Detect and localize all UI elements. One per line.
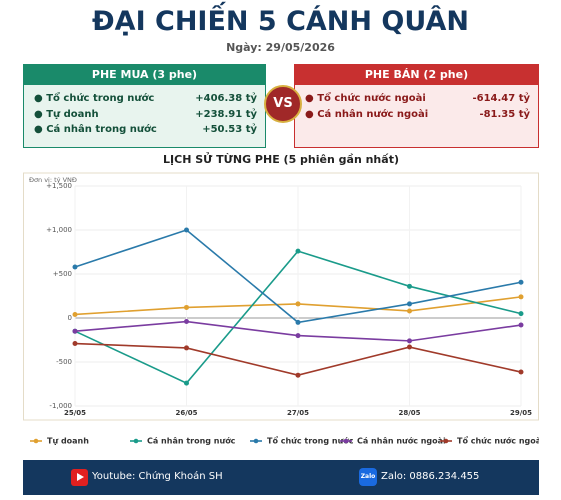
x-tick-label: 27/05	[287, 409, 309, 417]
youtube-icon	[71, 469, 88, 486]
legend-label: Tự doanh	[47, 437, 89, 446]
rows: Tổ chức trong nước +406.38 tỷ Tự doanh +238…	[24, 85, 265, 138]
legend-dot	[253, 438, 259, 444]
data-point	[407, 344, 412, 350]
panel-row: Tự doanh +238.91 tỷ	[24, 107, 265, 123]
data-point	[295, 333, 301, 339]
data-point	[295, 372, 301, 378]
legend-dot	[443, 438, 449, 444]
data-point	[518, 369, 524, 375]
data-point	[72, 311, 78, 317]
y-tick-label: +1,500	[46, 182, 72, 190]
data-point	[407, 301, 412, 307]
panel-row: Cá nhân nước ngoài -81.35 tỷ	[295, 107, 538, 123]
panel-row: Cá nhân trong nước +50.53 tỷ	[24, 122, 265, 138]
legend-label: Tổ chức trong nước	[267, 435, 354, 446]
sell-panel: PHE BÁN (2 phe) Tổ chức nước ngoài -614.4…	[294, 64, 539, 148]
legend-label: Tổ chức nước ngoài	[457, 435, 539, 446]
data-point	[295, 248, 301, 254]
data-point	[518, 294, 524, 300]
x-tick-label: 28/05	[398, 409, 420, 417]
row-name: Tự doanh	[34, 107, 98, 123]
data-point	[407, 338, 412, 344]
legend-label: Cá nhân nước ngoài	[357, 436, 446, 446]
row-value: +50.53 tỷ	[202, 124, 257, 135]
legend-dot	[343, 438, 349, 444]
youtube-link[interactable]: Youtube: Chứng Khoán SH	[92, 471, 223, 482]
panel-title: PHE BÁN (2 phe)	[295, 65, 538, 85]
y-tick-label: +500	[53, 270, 72, 278]
x-tick-label: 26/05	[175, 409, 197, 417]
data-point	[184, 345, 189, 351]
data-point	[295, 301, 301, 307]
data-point	[184, 227, 189, 233]
row-value: +238.91 tỷ	[195, 108, 257, 120]
data-point	[72, 341, 78, 347]
legend-dot	[33, 438, 39, 444]
panel-row: Tổ chức trong nước +406.38 tỷ	[24, 91, 265, 107]
data-point	[184, 380, 189, 386]
data-point	[518, 279, 524, 285]
data-point	[184, 319, 189, 325]
panel-row: Tổ chức nước ngoài -614.47 tỷ	[295, 91, 538, 107]
row-name: Cá nhân trong nước	[34, 122, 157, 138]
date: Ngày: 29/05/2026	[226, 41, 335, 54]
legend-dot	[133, 438, 139, 444]
y-tick-label: +1,000	[46, 226, 72, 234]
data-point	[407, 308, 412, 314]
data-point	[518, 311, 524, 317]
row-value: -614.47 tỷ	[472, 93, 530, 104]
panel-title: PHE MUA (3 phe)	[24, 65, 265, 85]
footer: Youtube: Chứng Khoán SH Zalo Zalo: 0886.…	[23, 460, 539, 495]
vs-badge: VS	[264, 85, 302, 123]
y-tick-label: -500	[56, 358, 72, 366]
zalo-contact[interactable]: Zalo: 0886.234.455	[381, 471, 480, 482]
buy-panel: PHE MUA (3 phe) Tổ chức trong nước +406.3…	[23, 64, 266, 148]
data-point	[72, 328, 78, 334]
data-point	[72, 264, 78, 270]
row-name: Tổ chức nước ngoài	[305, 91, 426, 107]
data-point	[407, 283, 412, 289]
zalo-icon: Zalo	[359, 468, 377, 486]
y-tick-label: -1,000	[49, 402, 72, 410]
page-title: ĐẠI CHIẾN 5 CÁNH QUÂN	[92, 6, 469, 37]
row-name: Cá nhân nước ngoài	[305, 107, 428, 123]
x-tick-label: 29/05	[510, 409, 532, 417]
data-point	[518, 322, 524, 328]
chart: LỊCH SỬ TỪNG PHE (5 phiên gần nhất) Đơn …	[23, 152, 539, 446]
chart-frame	[23, 172, 539, 421]
unit-label: Đơn vị: tỷ VNĐ	[29, 175, 77, 184]
rows: Tổ chức nước ngoài -614.47 tỷ Cá nhân nước…	[295, 85, 538, 122]
data-point	[184, 304, 189, 310]
data-point	[295, 319, 301, 325]
y-tick-label: 0	[68, 314, 72, 322]
x-tick-label: 25/05	[64, 409, 86, 417]
row-name: Tổ chức trong nước	[34, 91, 154, 107]
chart-title: LỊCH SỬ TỪNG PHE (5 phiên gần nhất)	[163, 152, 399, 166]
row-value: +406.38 tỷ	[195, 93, 257, 104]
legend-label: Cá nhân trong nước	[147, 436, 236, 446]
row-value: -81.35 tỷ	[479, 108, 530, 120]
